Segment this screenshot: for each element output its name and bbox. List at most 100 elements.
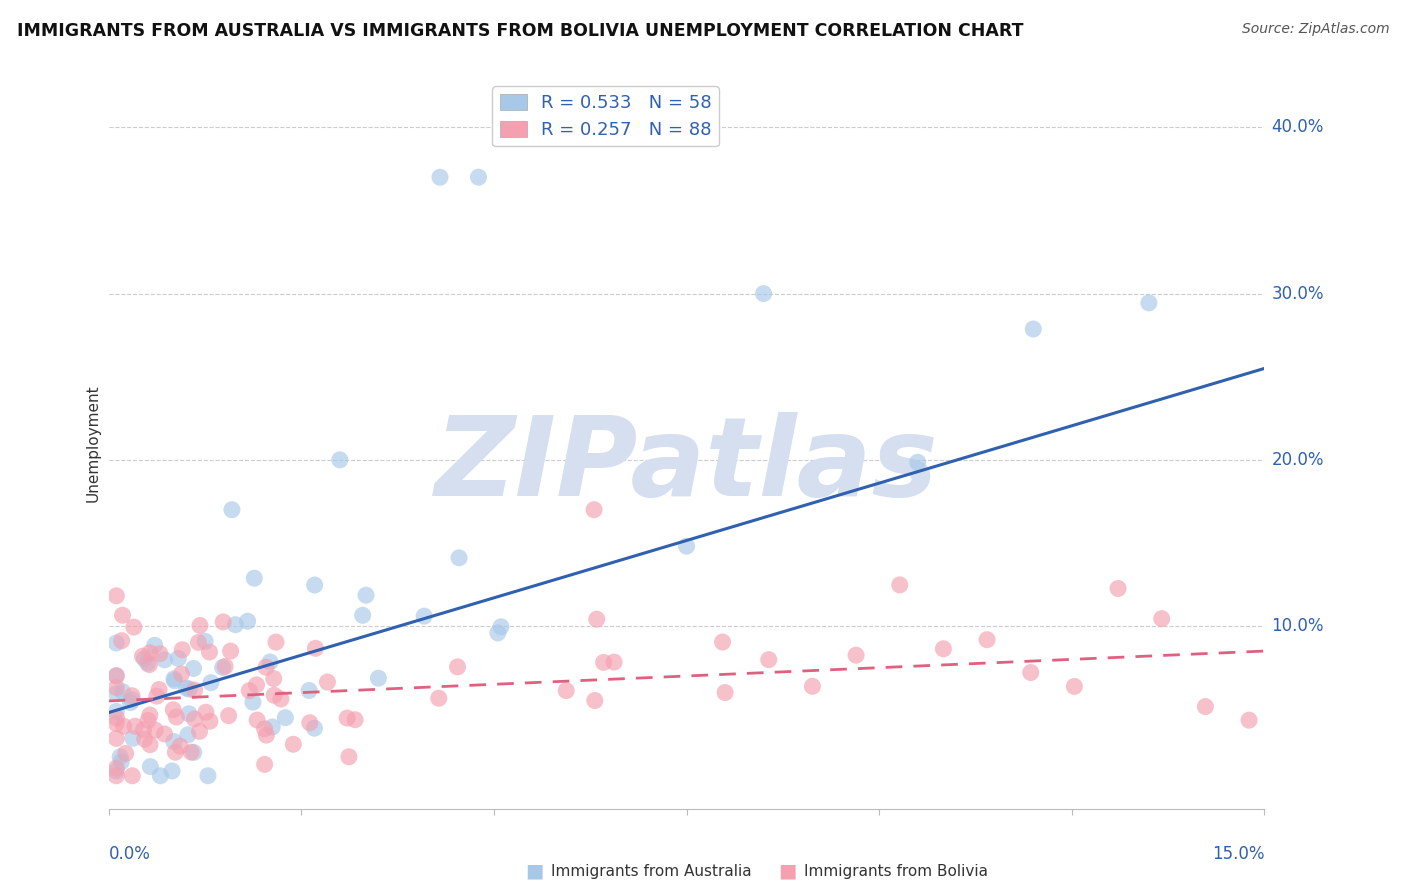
Point bbox=[262, 720, 284, 734]
Point bbox=[263, 672, 285, 686]
Point bbox=[143, 723, 166, 737]
Point bbox=[105, 636, 128, 650]
Point bbox=[110, 755, 132, 769]
Point bbox=[413, 609, 436, 624]
Point bbox=[138, 657, 160, 672]
Point bbox=[163, 673, 186, 688]
Point bbox=[134, 732, 156, 747]
Point bbox=[264, 635, 287, 649]
Point bbox=[758, 652, 780, 666]
Point bbox=[134, 652, 156, 666]
Point bbox=[172, 642, 194, 657]
Text: IMMIGRANTS FROM AUSTRALIA VS IMMIGRANTS FROM BOLIVIA UNEMPLOYMENT CORRELATION CH: IMMIGRANTS FROM AUSTRALIA VS IMMIGRANTS … bbox=[17, 22, 1024, 40]
Point bbox=[112, 719, 135, 733]
Point bbox=[183, 712, 205, 726]
Point bbox=[253, 757, 276, 772]
Point bbox=[1019, 665, 1042, 680]
Point bbox=[139, 646, 162, 660]
Point bbox=[105, 669, 128, 683]
Point bbox=[194, 634, 217, 648]
Point bbox=[105, 687, 128, 701]
Point bbox=[429, 170, 451, 185]
Point bbox=[111, 633, 134, 648]
Point bbox=[146, 689, 169, 703]
Point bbox=[121, 769, 143, 783]
Point bbox=[583, 693, 606, 707]
Point bbox=[105, 589, 128, 603]
Point bbox=[198, 714, 221, 729]
Point bbox=[163, 672, 186, 686]
Point bbox=[1237, 713, 1260, 727]
Point bbox=[132, 723, 155, 737]
Point bbox=[111, 608, 134, 623]
Point bbox=[124, 719, 146, 733]
Point bbox=[259, 655, 281, 669]
Point bbox=[194, 705, 217, 719]
Point bbox=[1137, 296, 1160, 310]
Point bbox=[1022, 322, 1045, 336]
Point bbox=[352, 608, 374, 623]
Point bbox=[177, 706, 200, 721]
Point bbox=[603, 655, 626, 669]
Point bbox=[211, 660, 233, 674]
Point bbox=[122, 620, 145, 634]
Point bbox=[354, 588, 377, 602]
Point bbox=[214, 659, 236, 673]
Point bbox=[242, 695, 264, 709]
Point bbox=[337, 749, 360, 764]
Point bbox=[131, 649, 153, 664]
Point bbox=[1107, 582, 1129, 596]
Text: ZIPatlas: ZIPatlas bbox=[434, 412, 938, 518]
Point bbox=[176, 681, 198, 696]
Point bbox=[105, 764, 128, 778]
Text: 30.0%: 30.0% bbox=[1271, 285, 1324, 302]
Point bbox=[165, 710, 187, 724]
Point bbox=[367, 671, 389, 685]
Point bbox=[270, 692, 292, 706]
Text: 40.0%: 40.0% bbox=[1271, 119, 1324, 136]
Point bbox=[183, 745, 205, 759]
Point bbox=[120, 696, 142, 710]
Point bbox=[1063, 680, 1085, 694]
Point bbox=[845, 648, 868, 662]
Point bbox=[236, 614, 259, 628]
Point bbox=[246, 713, 269, 727]
Point bbox=[163, 734, 186, 748]
Point bbox=[179, 681, 201, 696]
Point bbox=[711, 635, 734, 649]
Point bbox=[447, 550, 470, 565]
Point bbox=[344, 713, 367, 727]
Point bbox=[752, 286, 775, 301]
Point bbox=[197, 769, 219, 783]
Point bbox=[149, 769, 172, 783]
Point bbox=[122, 731, 145, 746]
Point bbox=[114, 747, 136, 761]
Point bbox=[446, 660, 468, 674]
Point bbox=[212, 615, 235, 629]
Point bbox=[183, 683, 205, 698]
Point bbox=[316, 675, 339, 690]
Point bbox=[489, 620, 512, 634]
Point bbox=[253, 722, 276, 736]
Point bbox=[143, 638, 166, 652]
Point bbox=[329, 453, 352, 467]
Point bbox=[238, 683, 260, 698]
Point bbox=[583, 502, 606, 516]
Point bbox=[188, 724, 211, 739]
Point bbox=[153, 653, 176, 667]
Point bbox=[263, 688, 285, 702]
Point bbox=[304, 721, 326, 735]
Point bbox=[149, 647, 172, 661]
Point bbox=[283, 737, 305, 751]
Point bbox=[105, 705, 128, 719]
Point bbox=[427, 691, 450, 706]
Point bbox=[165, 745, 187, 759]
Point bbox=[121, 692, 143, 706]
Point bbox=[105, 716, 128, 731]
Point bbox=[139, 759, 162, 773]
Point bbox=[304, 578, 326, 592]
Point bbox=[177, 728, 200, 742]
Point bbox=[187, 635, 209, 649]
Point bbox=[336, 711, 359, 725]
Text: Source: ZipAtlas.com: Source: ZipAtlas.com bbox=[1241, 22, 1389, 37]
